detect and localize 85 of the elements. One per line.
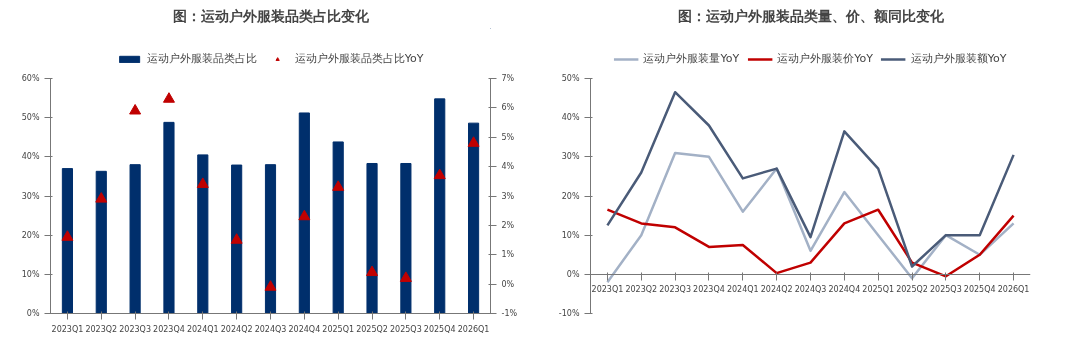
x-tick-label: 2024Q1 xyxy=(726,285,759,295)
y-tick-label: 40% xyxy=(21,152,40,162)
y-tick-label: 50% xyxy=(561,74,580,83)
bar xyxy=(95,170,107,314)
x-tick-label: 2023Q3 xyxy=(119,324,151,334)
line-series xyxy=(606,208,1015,278)
x-tick-label: 2024Q2 xyxy=(220,324,253,334)
y-tick-label: 20% xyxy=(21,230,40,240)
bar xyxy=(231,164,243,314)
y-tick-label: 10% xyxy=(21,269,40,279)
x-tick-label: 2026Q1 xyxy=(997,285,1030,295)
y2-tick-label: 1% xyxy=(501,250,515,260)
point xyxy=(298,209,311,221)
x-tick-label: 2023Q1 xyxy=(51,324,84,334)
x-tick-label: 2024Q3 xyxy=(794,285,827,295)
y-tick-label: 20% xyxy=(561,191,580,201)
point xyxy=(467,136,480,147)
bar xyxy=(468,122,480,314)
y-tick-label: 60% xyxy=(21,74,40,83)
x-tick-label: 2024Q4 xyxy=(828,285,861,295)
x-tick-label: 2024Q1 xyxy=(186,324,219,334)
point xyxy=(162,92,175,103)
point xyxy=(399,271,412,282)
y2-tick-label: 4% xyxy=(501,162,515,172)
y2-tick-label: 2% xyxy=(501,220,515,230)
chart-title: 图：运动户外服装品类占比变化 xyxy=(172,7,370,24)
legend-label: 运动户外服装品类占比 xyxy=(146,51,257,66)
y2-tick-label: 7% xyxy=(501,74,515,83)
point xyxy=(366,265,379,277)
point xyxy=(264,280,277,291)
x-tick-label: 2025Q2 xyxy=(356,324,388,334)
bar xyxy=(366,162,378,314)
x-tick-label: 2025Q3 xyxy=(390,324,422,334)
y2-tick-label: 0% xyxy=(501,279,515,289)
x-tick-label: 2024Q2 xyxy=(760,285,793,295)
point xyxy=(196,177,209,188)
y-tick-label: 30% xyxy=(21,191,40,201)
x-tick-label: 2023Q4 xyxy=(693,285,725,295)
point xyxy=(61,230,74,241)
bar xyxy=(129,164,141,314)
y-tick-label: 40% xyxy=(561,113,580,123)
y-tick-label: 0% xyxy=(566,269,580,279)
bar xyxy=(400,162,412,314)
y-tick-label: 10% xyxy=(561,230,580,240)
x-tick-label: 2024Q3 xyxy=(254,324,287,334)
bar xyxy=(298,112,310,314)
y-tick-label: 30% xyxy=(561,152,580,162)
point xyxy=(230,233,243,244)
y2-tick-label: 5% xyxy=(501,132,515,142)
x-tick-label: 2023Q1 xyxy=(591,285,624,295)
y2-tick-label: -1% xyxy=(501,309,518,318)
bar xyxy=(434,98,446,314)
legend-label: 运动户外服装量YoY xyxy=(643,51,740,66)
bar xyxy=(163,121,175,314)
x-tick-label: 2025Q4 xyxy=(423,324,456,334)
y-tick-label: 50% xyxy=(21,113,40,123)
bar xyxy=(61,168,73,314)
x-tick-label: 2023Q2 xyxy=(625,285,658,295)
x-tick-label: 2023Q4 xyxy=(153,324,185,334)
x-tick-label: 2025Q2 xyxy=(896,285,928,295)
x-tick-label: 2025Q4 xyxy=(963,285,996,295)
y2-tick-label: 6% xyxy=(501,103,515,113)
x-tick-label: 2025Q1 xyxy=(322,324,355,334)
point xyxy=(95,192,108,203)
line-series xyxy=(606,90,1015,268)
line-series xyxy=(606,151,1015,284)
x-tick-label: 2025Q3 xyxy=(930,285,962,295)
x-tick-label: 2025Q1 xyxy=(862,285,895,295)
x-tick-label: 2026Q1 xyxy=(457,324,490,334)
point xyxy=(433,168,446,180)
y-tick-label: -10% xyxy=(558,309,580,318)
bar xyxy=(197,154,209,314)
bar xyxy=(264,164,277,314)
legend-label: 运动户外服装价YoY xyxy=(777,51,873,66)
bar xyxy=(332,141,344,314)
y-tick-label: 0% xyxy=(26,309,40,318)
legend-label: 运动户外服装额YoY xyxy=(910,51,1007,66)
legend-label: 运动户外服装品类占比YoY xyxy=(294,51,424,66)
point xyxy=(332,180,345,191)
chart-title: 图：运动户外服装品类量、价、额同比变化 xyxy=(677,7,945,24)
x-tick-label: 2024Q4 xyxy=(288,324,321,334)
point xyxy=(129,103,142,115)
x-tick-label: 2023Q3 xyxy=(659,285,691,295)
y2-tick-label: 3% xyxy=(501,191,515,201)
x-tick-label: 2023Q2 xyxy=(85,324,118,334)
